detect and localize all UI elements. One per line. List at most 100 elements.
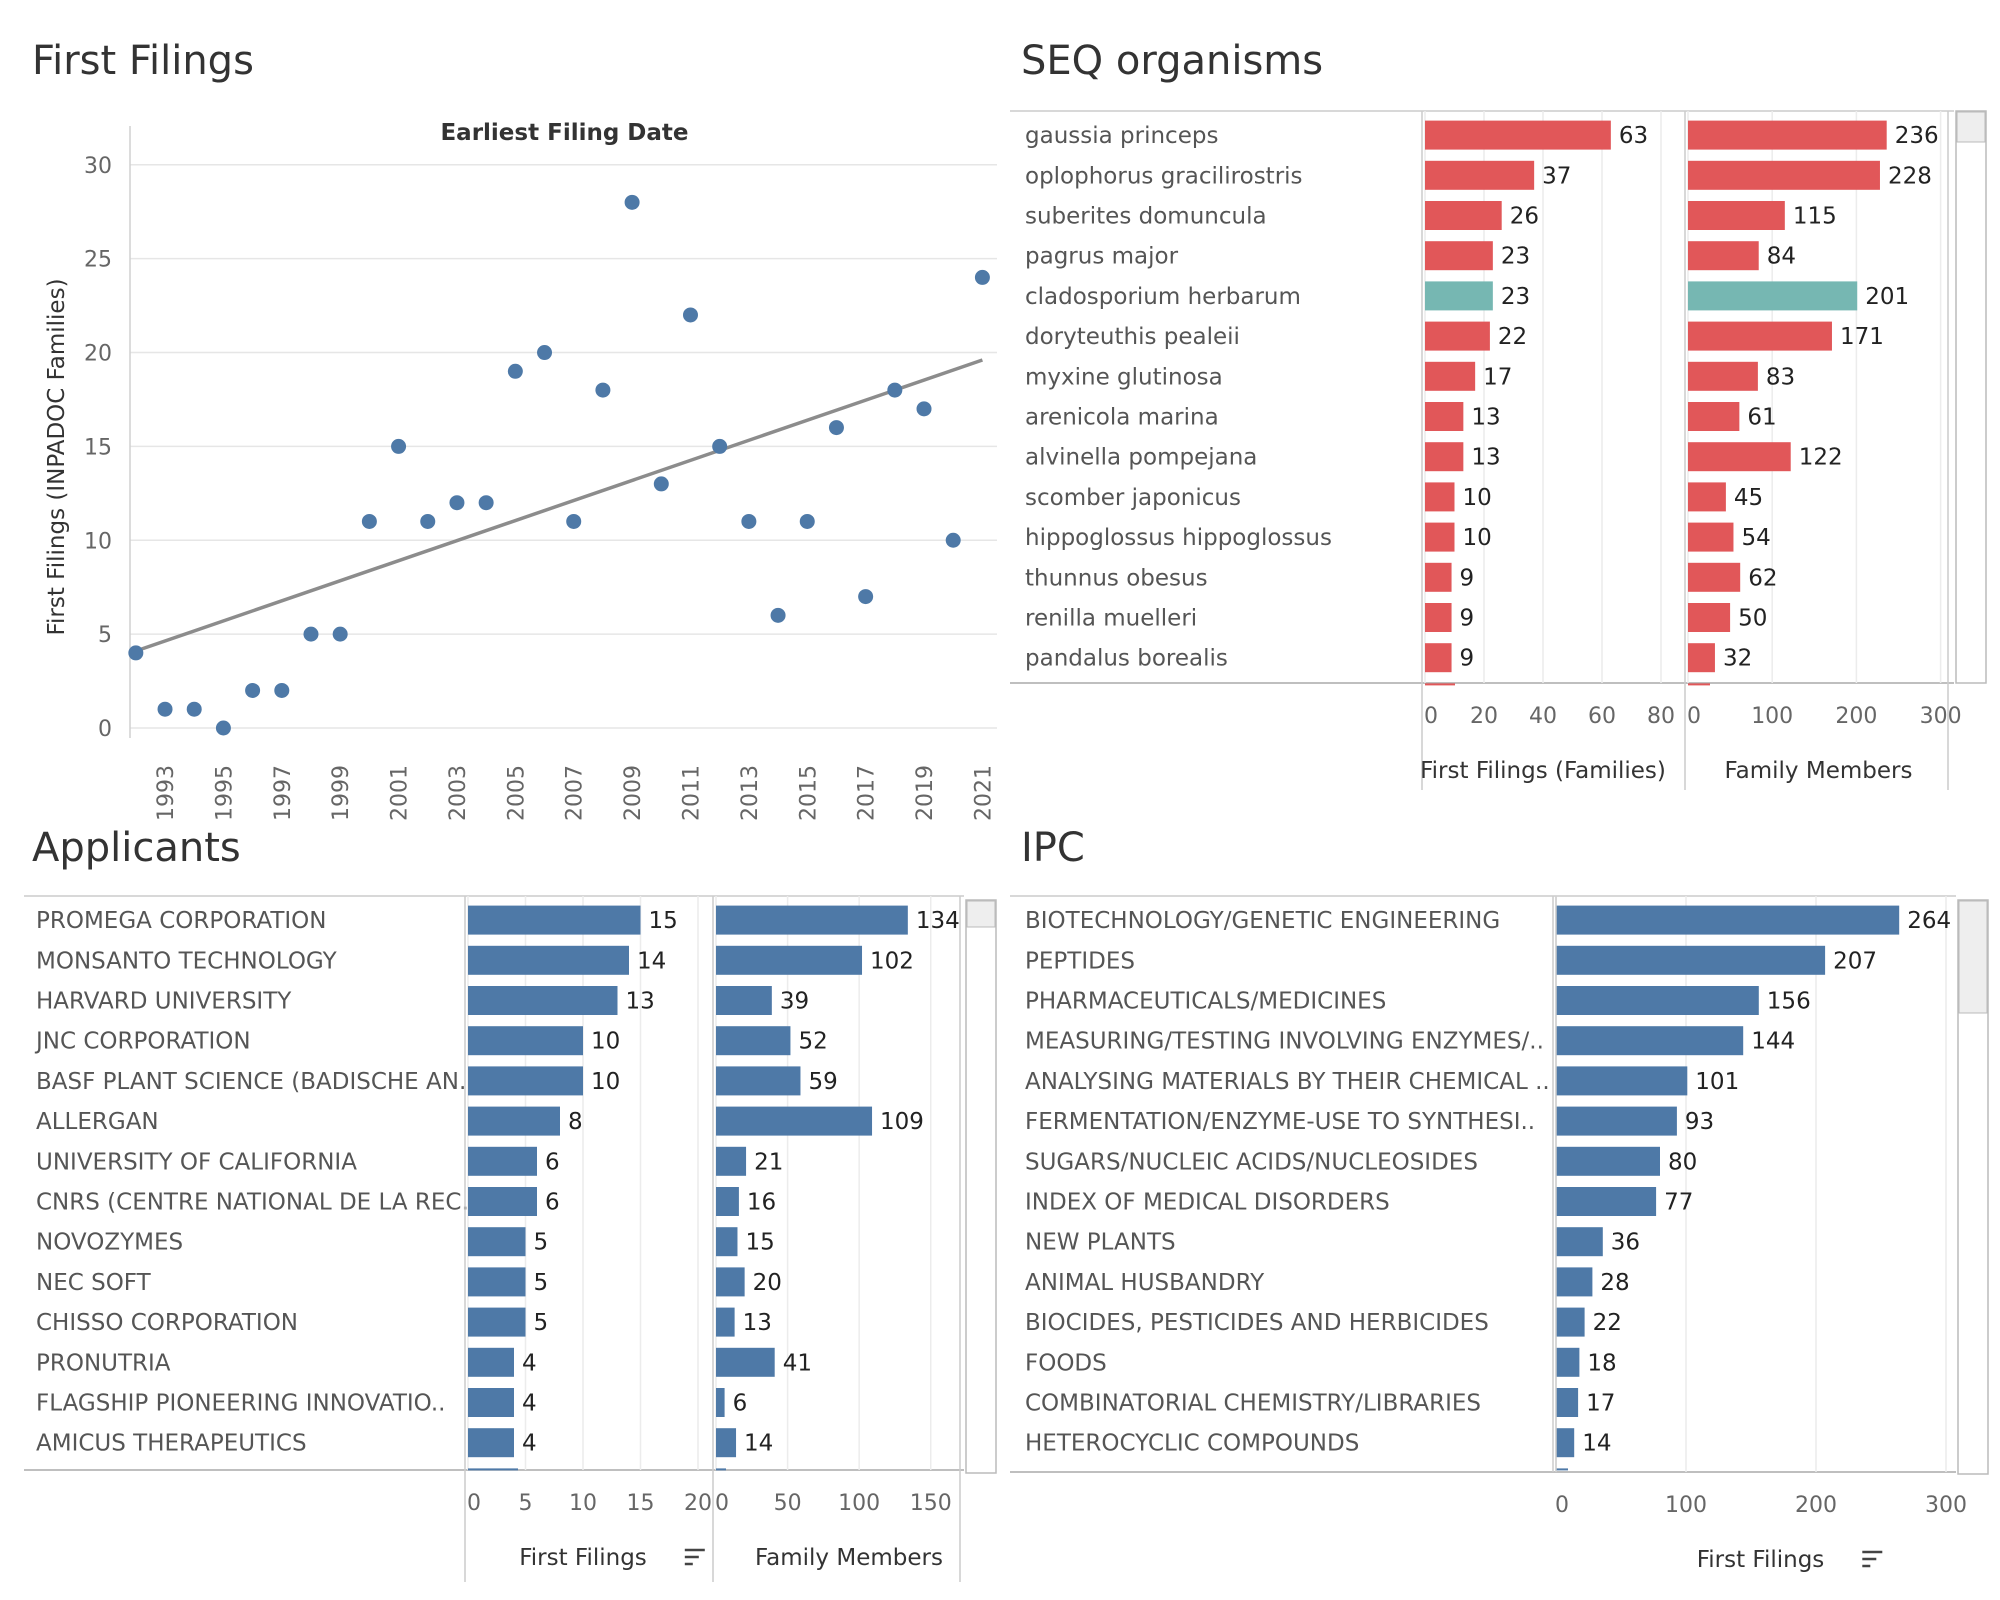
bar[interactable] bbox=[1556, 906, 1899, 935]
category-label[interactable]: thunnus obesus bbox=[1025, 565, 1208, 591]
bar[interactable] bbox=[1688, 643, 1715, 672]
bar[interactable] bbox=[1425, 161, 1534, 190]
category-label[interactable]: gaussia princeps bbox=[1025, 123, 1218, 149]
category-label[interactable]: BIOTECHNOLOGY/GENETIC ENGINEERING bbox=[1025, 908, 1500, 934]
scatter-point[interactable] bbox=[420, 514, 435, 529]
bar[interactable] bbox=[1425, 603, 1452, 632]
bar[interactable] bbox=[1425, 523, 1455, 552]
bar[interactable] bbox=[1556, 1107, 1677, 1136]
scatter-point[interactable] bbox=[391, 439, 406, 454]
bar[interactable] bbox=[468, 906, 641, 935]
scatter-point[interactable] bbox=[449, 495, 464, 510]
bar[interactable] bbox=[1688, 362, 1758, 391]
scatter-point[interactable] bbox=[158, 702, 173, 717]
scatter-point[interactable] bbox=[537, 345, 552, 360]
category-label[interactable]: ALLERGAN bbox=[36, 1109, 159, 1135]
category-label[interactable]: scomber japonicus bbox=[1025, 485, 1241, 511]
category-label[interactable]: PROMEGA CORPORATION bbox=[36, 908, 326, 934]
bar[interactable] bbox=[1688, 442, 1791, 471]
category-label[interactable]: FOODS bbox=[1025, 1350, 1107, 1376]
bar[interactable] bbox=[468, 1267, 526, 1296]
category-label[interactable]: arenicola marina bbox=[1025, 405, 1219, 431]
bar[interactable] bbox=[716, 1388, 725, 1417]
category-label[interactable]: ANIMAL HUSBANDRY bbox=[1025, 1270, 1265, 1296]
bar[interactable] bbox=[468, 1147, 537, 1176]
bar[interactable] bbox=[716, 986, 772, 1015]
scatter-point[interactable] bbox=[508, 364, 523, 379]
scatter-point[interactable] bbox=[800, 514, 815, 529]
category-label[interactable]: CNRS (CENTRE NATIONAL DE LA REC.. bbox=[36, 1190, 476, 1216]
bar[interactable] bbox=[1688, 121, 1887, 150]
scatter-point[interactable] bbox=[187, 702, 202, 717]
bar[interactable] bbox=[716, 1227, 737, 1256]
category-label[interactable]: BIOCIDES, PESTICIDES AND HERBICIDES bbox=[1025, 1310, 1489, 1336]
scatter-point[interactable] bbox=[479, 495, 494, 510]
bar[interactable] bbox=[716, 1428, 736, 1457]
category-label[interactable]: PRONUTRIA bbox=[36, 1350, 171, 1376]
seq-scrollbar-thumb[interactable] bbox=[1957, 112, 1985, 142]
category-label[interactable]: MONSANTO TECHNOLOGY bbox=[36, 948, 338, 974]
bar[interactable] bbox=[1688, 563, 1740, 592]
scatter-point[interactable] bbox=[771, 608, 786, 623]
category-label[interactable]: alvinella pompejana bbox=[1025, 445, 1257, 471]
category-label[interactable]: SUGARS/NUCLEIC ACIDS/NUCLEOSIDES bbox=[1025, 1149, 1478, 1175]
bar[interactable] bbox=[716, 1147, 746, 1176]
bar[interactable] bbox=[1688, 482, 1726, 511]
scatter-point[interactable] bbox=[712, 439, 727, 454]
category-label[interactable]: CHISSO CORPORATION bbox=[36, 1310, 298, 1336]
category-label[interactable]: pagrus major bbox=[1025, 244, 1179, 270]
scatter-point[interactable] bbox=[741, 514, 756, 529]
bar[interactable] bbox=[1688, 281, 1857, 310]
bar[interactable] bbox=[1688, 201, 1785, 230]
category-label[interactable]: JNC CORPORATION bbox=[34, 1029, 251, 1055]
bar[interactable] bbox=[1556, 1348, 1579, 1377]
category-label[interactable]: INDEX OF MEDICAL DISORDERS bbox=[1025, 1190, 1390, 1216]
scatter-point[interactable] bbox=[917, 401, 932, 416]
category-label[interactable]: renilla muelleri bbox=[1025, 606, 1197, 632]
bar[interactable] bbox=[716, 1066, 800, 1095]
scatter-point[interactable] bbox=[683, 307, 698, 322]
bar[interactable] bbox=[1688, 322, 1832, 351]
bar[interactable] bbox=[468, 946, 629, 975]
category-label[interactable]: AMICUS THERAPEUTICS bbox=[36, 1431, 307, 1457]
scatter-point[interactable] bbox=[625, 195, 640, 210]
scatter-point[interactable] bbox=[566, 514, 581, 529]
applicants-scrollbar-track[interactable] bbox=[966, 900, 996, 1473]
scatter-point[interactable] bbox=[274, 683, 289, 698]
bar[interactable] bbox=[1556, 1227, 1603, 1256]
bar[interactable] bbox=[1556, 1066, 1687, 1095]
bar[interactable] bbox=[1425, 241, 1493, 270]
bar[interactable] bbox=[1425, 121, 1611, 150]
bar[interactable] bbox=[1556, 946, 1825, 975]
category-label[interactable]: ANALYSING MATERIALS BY THEIR CHEMICAL .. bbox=[1025, 1069, 1550, 1095]
bar[interactable] bbox=[468, 1227, 526, 1256]
category-label[interactable]: NEW PLANTS bbox=[1025, 1230, 1176, 1256]
seq-scrollbar-track[interactable] bbox=[1956, 111, 1986, 683]
bar[interactable] bbox=[1425, 482, 1455, 511]
category-label[interactable]: suberites domuncula bbox=[1025, 204, 1267, 230]
bar[interactable] bbox=[716, 1187, 739, 1216]
bar[interactable] bbox=[468, 1066, 583, 1095]
scatter-point[interactable] bbox=[975, 270, 990, 285]
bar[interactable] bbox=[1556, 1308, 1585, 1337]
category-label[interactable]: HARVARD UNIVERSITY bbox=[36, 989, 292, 1015]
bar[interactable] bbox=[1556, 1428, 1574, 1457]
category-label[interactable]: doryteuthis pealeii bbox=[1025, 324, 1240, 350]
scatter-point[interactable] bbox=[887, 383, 902, 398]
category-label[interactable]: myxine glutinosa bbox=[1025, 364, 1223, 390]
bar[interactable] bbox=[1688, 603, 1730, 632]
category-label[interactable]: cladosporium herbarum bbox=[1025, 284, 1301, 310]
category-label[interactable]: pandalus borealis bbox=[1025, 646, 1228, 672]
scatter-point[interactable] bbox=[946, 533, 961, 548]
bar[interactable] bbox=[1425, 201, 1502, 230]
category-label[interactable]: oplophorus gracilirostris bbox=[1025, 163, 1303, 189]
bar[interactable] bbox=[716, 1026, 790, 1055]
bar[interactable] bbox=[468, 1388, 514, 1417]
bar[interactable] bbox=[1688, 241, 1759, 270]
category-label[interactable]: PEPTIDES bbox=[1025, 948, 1135, 974]
bar[interactable] bbox=[1425, 362, 1475, 391]
ipc-scrollbar-thumb[interactable] bbox=[1959, 901, 1987, 1013]
category-label[interactable]: hippoglossus hippoglossus bbox=[1025, 525, 1332, 551]
bar[interactable] bbox=[716, 1348, 775, 1377]
bar[interactable] bbox=[716, 906, 908, 935]
